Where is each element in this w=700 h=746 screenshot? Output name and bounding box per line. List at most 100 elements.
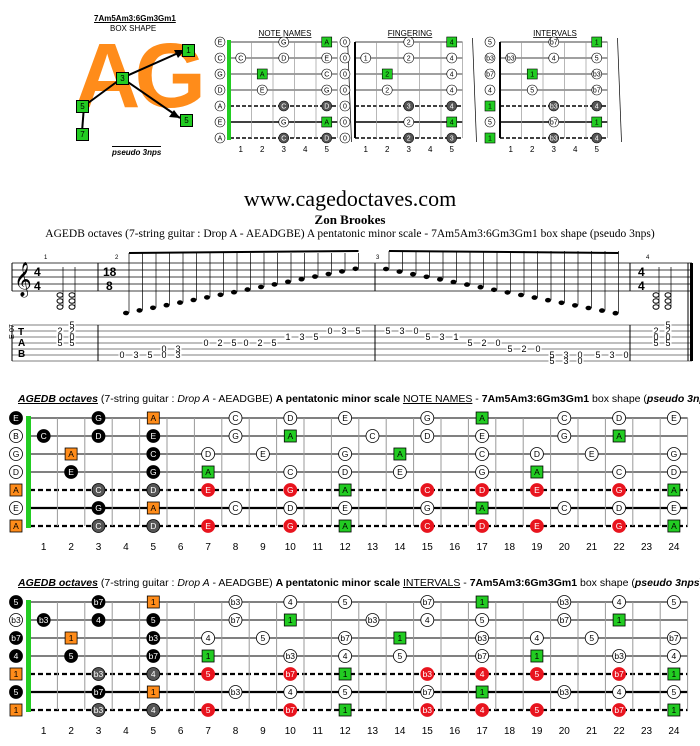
marker-label: 1 — [488, 136, 492, 143]
note-head — [423, 274, 430, 280]
logo-marker-5b: 5 — [180, 114, 193, 127]
tab-number-bg — [256, 339, 264, 348]
marker-circle — [591, 52, 603, 64]
marker-circle — [283, 667, 298, 681]
open-string-marker: G — [9, 447, 23, 461]
marker-label: G — [287, 485, 294, 495]
marker-label: C — [95, 521, 101, 531]
note-marker: b3 — [365, 613, 380, 627]
mini-note-marker: A — [256, 68, 268, 80]
marker-label: 5 — [530, 88, 534, 95]
marker-circle — [612, 667, 626, 681]
marker-circle — [446, 100, 458, 112]
note-head — [258, 284, 264, 290]
marker-square — [146, 595, 160, 609]
fret-number: 20 — [559, 726, 571, 737]
fret-number: 1 — [41, 542, 47, 553]
tab-number-bg — [146, 351, 154, 360]
marker-circle — [339, 84, 351, 96]
clef-octave-note: E-07 — [9, 324, 16, 339]
marker-label: 4 — [595, 136, 599, 143]
note-head — [136, 308, 143, 313]
mini-open-marker: 1 — [484, 100, 496, 112]
marker-circle — [338, 631, 353, 645]
marker-label: b7 — [593, 88, 601, 95]
marker-circle — [530, 631, 544, 645]
fretboard-notes: 1 2 3 4 5 6 7 8 9 10 11 12 13 14 15 16 17 18 19 20 21 22 23 24E… — [9, 411, 689, 553]
marker-circle — [338, 649, 353, 663]
marker-label: A — [13, 485, 19, 495]
marker-circle — [557, 429, 572, 443]
marker-label: A — [287, 431, 293, 441]
tab-number: 5 — [425, 332, 430, 342]
marker-circle — [9, 685, 23, 699]
marker-label: 1 — [69, 633, 74, 643]
mini-note-marker: 4 — [446, 100, 458, 112]
fret-number: 13 — [367, 726, 379, 737]
tab-number: 5 — [653, 338, 658, 348]
marker-circle — [612, 685, 626, 699]
marker-label: G — [561, 431, 568, 441]
note-head — [204, 295, 210, 300]
tab-number: 0 — [577, 356, 582, 366]
marker-label: A — [479, 413, 485, 423]
tab-number-bg — [548, 357, 556, 366]
open-string-marker: 1 — [9, 703, 23, 717]
mini-note-marker: D — [321, 132, 333, 144]
marker-circle — [484, 116, 496, 128]
marker-circle — [214, 132, 226, 144]
note-marker: G — [91, 501, 106, 515]
note-marker: E — [392, 465, 407, 479]
note-marker: b3 — [557, 595, 572, 609]
note-marker: b3 — [36, 613, 51, 627]
marker-circle — [403, 52, 415, 64]
marker-circle — [228, 429, 243, 443]
note-marker: b7 — [475, 649, 490, 663]
marker-label: b7 — [423, 687, 433, 697]
marker-label: 4 — [96, 615, 101, 625]
marker-label: 5 — [535, 705, 540, 715]
measure-number: 2 — [115, 255, 119, 261]
marker-square — [393, 631, 407, 645]
tab-number-bg — [340, 327, 348, 336]
marker-square — [475, 685, 489, 699]
marker-square — [9, 703, 23, 717]
tab-number-bg — [298, 333, 306, 342]
marker-circle — [91, 685, 106, 699]
note-marker: 1 — [64, 631, 78, 645]
note-marker: A — [475, 411, 489, 425]
fret-number: 4 — [123, 542, 129, 553]
note-marker: G — [283, 483, 298, 497]
note-marker: G — [557, 429, 572, 443]
tab-number: 5 — [665, 320, 670, 330]
note-marker: b3 — [475, 631, 490, 645]
marker-label: C — [232, 413, 238, 423]
marker-label: b3 — [486, 56, 494, 63]
marker-label: D — [424, 431, 430, 441]
open-string-marker: b3 — [9, 613, 23, 627]
marker-square — [9, 519, 23, 533]
time-sig-bottom: 4 — [638, 279, 645, 293]
mini-note-marker: 2 — [403, 52, 415, 64]
note-marker: C — [557, 501, 572, 515]
marker-circle — [591, 132, 603, 144]
marker-label: 0 — [343, 88, 347, 95]
marker-label: A — [324, 40, 329, 47]
marker-circle — [446, 68, 458, 80]
marker-square — [9, 667, 23, 681]
marker-label: 1 — [288, 615, 293, 625]
marker-circle — [283, 703, 298, 717]
marker-label: D — [479, 521, 485, 531]
marker-circle — [612, 411, 626, 425]
mini-note-marker: 2 — [381, 68, 393, 80]
note-marker: C — [420, 519, 435, 533]
marker-circle — [403, 132, 415, 144]
marker-circle — [339, 52, 351, 64]
tab-number-bg — [56, 327, 64, 336]
marker-square — [612, 429, 626, 443]
fret-number: 11 — [313, 726, 324, 737]
note-marker: 4 — [667, 649, 681, 663]
mini-note-marker: 5 — [591, 52, 603, 64]
marker-label: 2 — [407, 136, 411, 143]
mini-title: FINGERING — [388, 29, 432, 38]
